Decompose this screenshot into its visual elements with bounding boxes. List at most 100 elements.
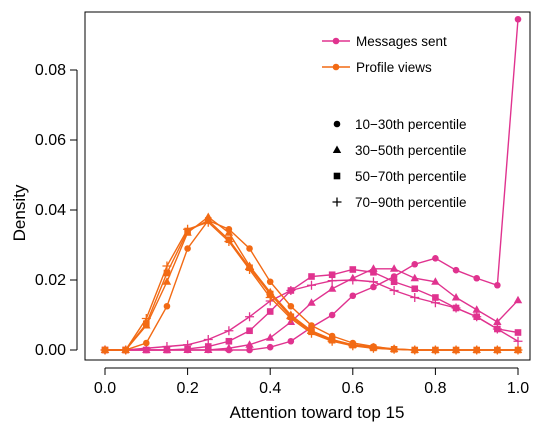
data-point: [100, 345, 110, 355]
data-point: [143, 320, 150, 328]
y-tick-label: 0.00: [35, 342, 66, 359]
data-point: [246, 245, 253, 252]
series-profile-views-plus: [100, 217, 523, 355]
legend-label: 10−30th percentile: [355, 117, 466, 132]
legend-entry: 30−50th percentile: [332, 143, 466, 158]
data-point: [493, 317, 502, 325]
data-point: [327, 336, 337, 346]
data-point: [246, 327, 253, 335]
data-point: [368, 277, 378, 287]
data-point: [514, 329, 522, 336]
data-point: [265, 293, 275, 302]
legend-entry: 50−70th percentile: [333, 169, 466, 184]
legend-label: Profile views: [356, 60, 432, 75]
data-point: [225, 337, 233, 345]
data-point: [389, 286, 399, 295]
x-tick-label: 1.0: [507, 380, 529, 397]
data-point: [266, 278, 274, 286]
data-point: [266, 333, 275, 341]
data-point: [245, 312, 255, 322]
data-point: [307, 298, 316, 306]
legend-entry: 70−90th percentile: [332, 195, 466, 210]
data-point: [203, 217, 213, 227]
y-tick-label: 0.02: [35, 272, 66, 289]
series-line: [105, 279, 519, 351]
legend-marker: [333, 172, 341, 180]
data-point: [473, 274, 481, 282]
y-tick-label: 0.08: [35, 62, 66, 79]
data-point: [430, 345, 440, 355]
data-point: [349, 292, 357, 300]
legend-marker: [332, 63, 340, 71]
series-layer: [100, 15, 523, 355]
data-point: [348, 275, 358, 285]
data-point: [246, 346, 253, 354]
x-tick-label: 0.0: [94, 380, 116, 397]
data-point: [452, 266, 460, 274]
legend-entry: Profile views: [322, 60, 432, 75]
data-point: [368, 343, 378, 353]
data-point: [245, 340, 254, 348]
data-point: [162, 342, 172, 351]
data-point: [410, 345, 420, 355]
x-tick-label: 0.2: [176, 380, 198, 397]
legend-marker: [333, 120, 341, 128]
data-point: [287, 337, 295, 345]
data-point: [370, 283, 377, 291]
data-point: [430, 298, 440, 308]
legend-label: 70−90th percentile: [355, 195, 466, 210]
data-point: [286, 314, 296, 323]
legend: Messages sent Profile views 10−30th percen…: [322, 34, 466, 210]
data-point: [349, 266, 357, 273]
data-point: [286, 286, 296, 295]
data-point: [431, 277, 440, 285]
data-point: [307, 280, 316, 290]
data-point: [121, 345, 131, 355]
data-point: [287, 302, 295, 310]
data-point: [513, 336, 523, 346]
legend-label: 30−50th percentile: [355, 143, 466, 158]
data-point: [492, 324, 502, 334]
legend-marker: [332, 145, 342, 153]
data-point: [389, 344, 399, 354]
data-point: [224, 343, 234, 352]
data-point: [245, 265, 255, 274]
data-point: [451, 303, 461, 313]
x-tick-label: 0.4: [259, 380, 281, 397]
data-point: [143, 339, 150, 347]
data-point: [328, 271, 336, 279]
data-point: [513, 295, 523, 304]
data-point: [410, 293, 420, 302]
data-point: [224, 228, 234, 236]
data-point: [328, 311, 336, 319]
data-point: [224, 237, 234, 246]
data-point: [472, 305, 481, 313]
data-point: [492, 345, 502, 355]
data-point: [390, 278, 398, 286]
y-axis-title: Density: [10, 184, 29, 241]
data-point: [451, 345, 461, 355]
data-point: [308, 322, 315, 329]
data-point: [163, 302, 171, 310]
data-point: [432, 254, 439, 262]
data-point: [472, 312, 482, 322]
legend-entry: 10−30th percentile: [333, 117, 466, 132]
data-point: [494, 281, 501, 289]
data-point: [513, 345, 523, 355]
data-point: [389, 264, 399, 272]
data-point: [348, 341, 358, 351]
data-point: [266, 308, 274, 315]
data-point: [472, 345, 482, 355]
data-point: [410, 273, 419, 282]
x-tick-label: 0.6: [342, 380, 364, 397]
data-point: [308, 273, 315, 280]
legend-label: Messages sent: [356, 34, 447, 49]
plot-frame: [84, 11, 531, 361]
x-axis-title: Attention toward top 15: [230, 403, 405, 422]
data-point: [390, 273, 398, 280]
data-point: [183, 224, 193, 234]
data-point: [203, 335, 213, 344]
data-point: [141, 314, 151, 323]
data-point: [411, 285, 419, 293]
legend-label: 50−70th percentile: [355, 169, 466, 184]
